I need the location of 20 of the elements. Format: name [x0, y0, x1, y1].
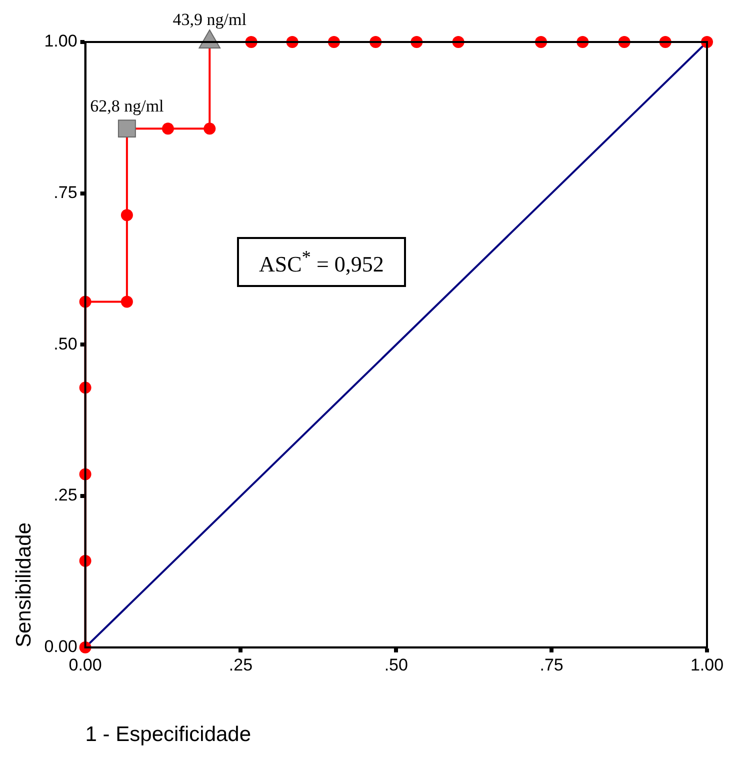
y-axis-title: Sensibilidade [12, 522, 36, 648]
x-tick-label: .25 [228, 655, 253, 674]
point [120, 296, 133, 308]
annotation: ASC$^{*}$ = 0,952 [237, 237, 406, 288]
point [120, 209, 133, 222]
annotation: 43,9 ng/ml [172, 10, 247, 29]
x-tick-label: .75 [540, 655, 564, 674]
point [162, 122, 174, 135]
y-tick-label: .25 [54, 486, 78, 505]
y-tick-label: .50 [54, 334, 78, 354]
point [204, 122, 216, 135]
x-tick-label: 0.00 [68, 655, 102, 674]
y-tick-label: .75 [54, 183, 78, 202]
y-tick-label: 0.00 [44, 637, 78, 656]
x-tick-label: 1.00 [690, 655, 724, 674]
y-tick-label: 1.00 [44, 32, 78, 51]
annotation: 62,8 ng/ml [90, 96, 164, 116]
x-tick-label: .50 [384, 655, 408, 674]
x-axis-title: 1 - Especificidade [85, 723, 252, 746]
point [118, 120, 136, 138]
